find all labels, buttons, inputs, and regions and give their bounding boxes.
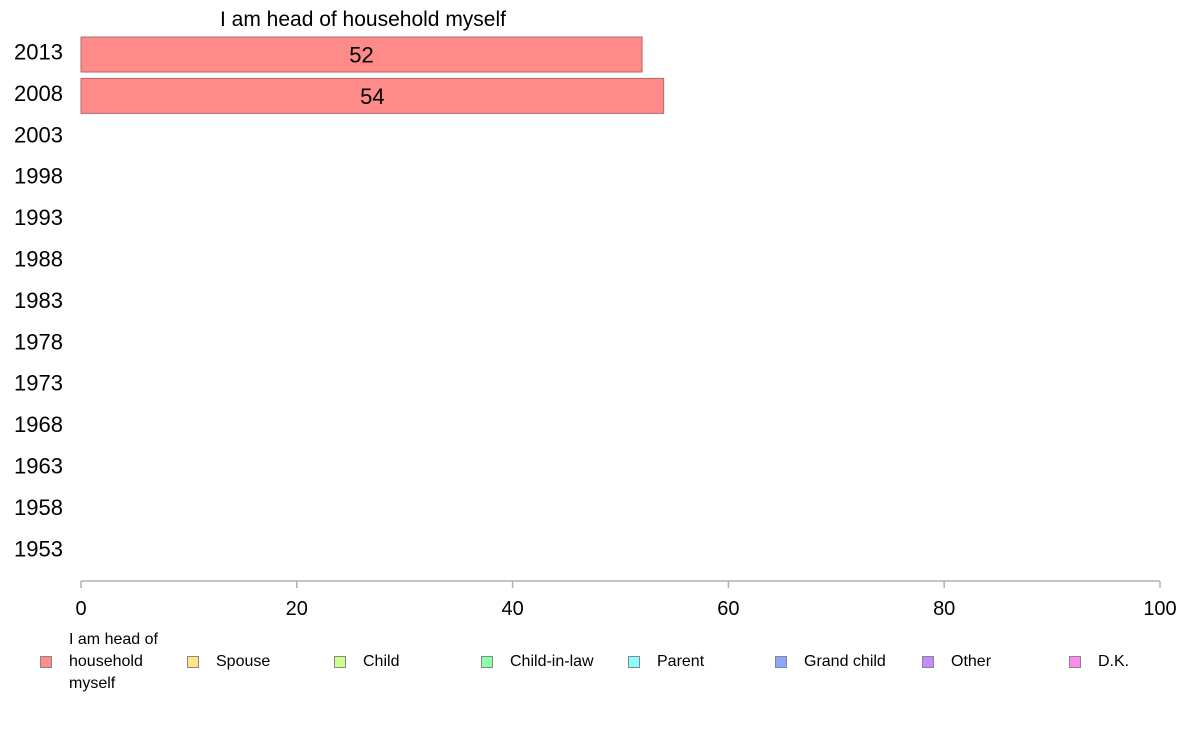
x-tick-label: 60: [717, 598, 739, 620]
legend-swatch: [40, 656, 52, 668]
x-tick-label: 0: [75, 598, 86, 620]
y-tick-label: 1988: [14, 247, 63, 272]
x-tick-label: 40: [501, 598, 523, 620]
bars-group: 52 54: [80, 36, 665, 114]
legend-swatch: [922, 656, 934, 668]
legend-swatch: [187, 656, 199, 668]
legend-swatch: [334, 656, 346, 668]
legend-swatch: [481, 656, 493, 668]
y-tick-label: 1998: [14, 164, 63, 189]
y-tick-label: 1968: [14, 412, 63, 437]
legend-label: Child: [363, 653, 400, 670]
y-tick-label: 1983: [14, 288, 63, 313]
legend-swatch: [775, 656, 787, 668]
y-tick-label: 2008: [14, 81, 63, 106]
legend-label: Spouse: [216, 653, 271, 670]
legend-label: D.K.: [1098, 653, 1130, 670]
legend-label: Grand child: [804, 653, 886, 670]
legend-swatch: [1069, 656, 1081, 668]
y-tick-label: 1963: [14, 454, 63, 479]
bar: [80, 77, 665, 114]
y-axis-labels: 2013 2008 2003 1998 1993 1988 1983 1978 1973 1968…: [14, 40, 63, 562]
bar-data-label: 52: [349, 43, 373, 68]
bar-data-label: 54: [360, 84, 384, 109]
y-tick-label: 1958: [14, 495, 63, 520]
y-tick-label: 1953: [14, 536, 63, 561]
legend-label: Other: [951, 653, 992, 670]
legend: I am head of household myself Spouse Child…: [0, 628, 1188, 698]
legend-label: I am head of household myself: [69, 631, 158, 692]
x-tick-label: 100: [1143, 598, 1176, 620]
legend-label: Parent: [657, 653, 705, 670]
y-tick-label: 1993: [14, 205, 63, 230]
y-tick-label: 1978: [14, 329, 63, 354]
chart-title: I am head of household myself: [220, 8, 506, 31]
legend-label: Child-in-law: [510, 653, 594, 670]
y-tick-label: 2013: [14, 40, 63, 65]
y-tick-label: 2003: [14, 122, 63, 147]
y-tick-label: 1973: [14, 371, 63, 396]
x-tick-label: 20: [286, 598, 308, 620]
x-tick-label: 80: [933, 598, 955, 620]
bar: [80, 36, 643, 73]
x-axis: 0 20 40 60 80 100: [75, 580, 1177, 620]
legend-swatch: [628, 656, 640, 668]
